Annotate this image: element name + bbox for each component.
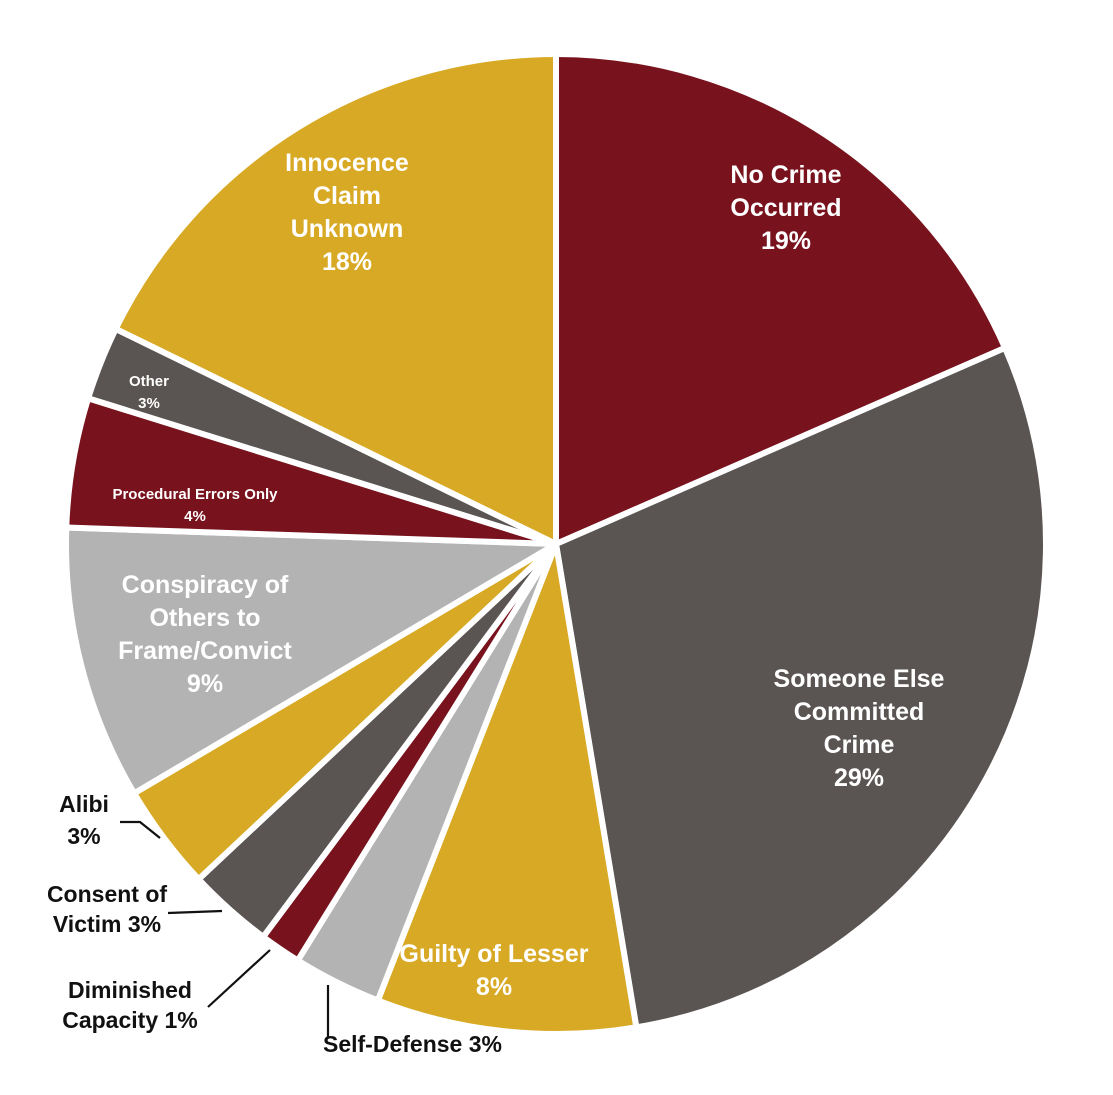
slice-label-innocence-unknown: Innocence Claim Unknown 18% [285, 149, 409, 276]
slice-label-line: Crime [824, 731, 895, 759]
slice-label-line: 3% [67, 823, 100, 849]
slices-layer [63, 51, 1049, 1037]
slice-label-line: Someone Else [774, 665, 945, 693]
pie-slice-someone-else [553, 344, 1049, 1031]
slice-label-self-defense: Self-Defense 3% [323, 1031, 502, 1057]
leader-line-alibi [120, 820, 161, 839]
slice-label-line: 9% [187, 670, 223, 698]
slice-label-no-crime: No Crime Occurred 19% [730, 161, 841, 255]
slice-label-line: Frame/Convict [118, 637, 292, 665]
slice-label-line: Capacity 1% [62, 1007, 198, 1033]
slice-label-line: 18% [322, 248, 372, 276]
labels-layer: No Crime Occurred 19% Someone Else Committed… [47, 149, 945, 1057]
slice-label-line: Other [129, 373, 169, 390]
slice-label-diminished: Diminished Capacity 1% [62, 977, 198, 1033]
slice-label-someone-else: Someone Else Committed Crime 29% [774, 665, 945, 792]
slice-label-line: Unknown [291, 215, 404, 243]
slice-label-other: Other 3% [129, 373, 169, 412]
slice-label-line: Innocence [285, 149, 409, 177]
slice-label-line: Consent of [47, 881, 167, 907]
slice-label-consent: Consent of Victim 3% [47, 881, 167, 937]
slice-label-conspiracy: Conspiracy of Others to Frame/Convict 9% [118, 571, 292, 698]
slice-label-line: 29% [834, 764, 884, 792]
slice-label-procedural: Procedural Errors Only 4% [112, 486, 278, 525]
slice-label-line: Procedural Errors Only [112, 486, 278, 503]
pie-slice-no-crime [553, 51, 1009, 547]
slice-label-line: 19% [761, 227, 811, 255]
slice-label-line: 4% [184, 508, 206, 525]
slice-label-line: Claim [313, 182, 381, 210]
slice-label-line: Alibi [59, 791, 109, 817]
leader-line-diminished [207, 949, 271, 1008]
slice-label-line: 3% [138, 395, 160, 412]
pie-slice-innocence-unknown [112, 51, 559, 547]
slice-label-line: Guilty of Lesser [400, 940, 589, 968]
leader-line-consent [167, 909, 223, 915]
leader-lines-layer [120, 820, 330, 1038]
slice-label-line: Victim 3% [53, 911, 161, 937]
slice-label-line: Conspiracy of [122, 571, 289, 599]
pie-slice-guilty-lesser [374, 541, 640, 1037]
slice-label-line: Committed [794, 698, 925, 726]
slice-label-line: No Crime [730, 161, 841, 189]
slice-label-line: 8% [476, 973, 512, 1001]
slice-label-line: Self-Defense 3% [323, 1031, 502, 1057]
slice-label-line: Diminished [68, 977, 192, 1003]
slice-label-line: Others to [149, 604, 260, 632]
slice-label-guilty-lesser: Guilty of Lesser 8% [400, 940, 589, 1001]
slice-label-line: Occurred [730, 194, 841, 222]
pie-slice-conspiracy [63, 524, 559, 797]
slice-label-alibi: Alibi 3% [59, 791, 109, 849]
